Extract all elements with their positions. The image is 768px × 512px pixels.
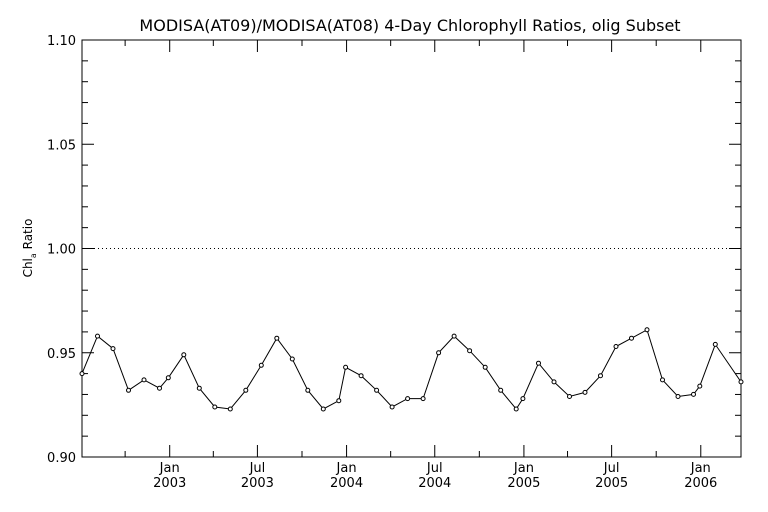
data-point <box>358 373 364 379</box>
data-point <box>343 364 349 370</box>
data-point <box>227 406 233 412</box>
data-point <box>582 389 588 395</box>
data-point <box>675 394 681 399</box>
data-point <box>567 394 572 399</box>
data-point <box>336 398 342 404</box>
data-point <box>243 387 249 393</box>
data-point <box>141 377 147 383</box>
data-point <box>498 387 504 393</box>
data-point <box>697 383 703 389</box>
data-point <box>660 377 665 383</box>
x-tick-year-label: 2003 <box>153 476 186 491</box>
data-point <box>274 335 280 341</box>
x-tick-year-label: 2005 <box>595 476 628 491</box>
data-point <box>451 333 457 339</box>
data-point <box>691 391 696 397</box>
x-tick-year-label: 2004 <box>418 476 451 491</box>
y-tick-label: 1.00 <box>47 243 76 258</box>
data-point <box>644 327 650 333</box>
data-point <box>165 375 171 381</box>
x-tick-month-label: Jul <box>249 461 266 476</box>
x-tick-month-label: Jan <box>159 461 180 476</box>
data-point <box>536 360 541 366</box>
y-axis-label: Chla Ratio <box>21 219 38 278</box>
y-tick-label: 1.10 <box>47 34 76 49</box>
data-point <box>598 373 603 379</box>
data-point <box>95 333 100 339</box>
data-point <box>520 396 526 402</box>
data-point <box>305 387 311 393</box>
x-tick-month-label: Jan <box>690 461 711 476</box>
x-tick-year-label: 2004 <box>330 476 363 491</box>
data-point <box>513 406 519 412</box>
data-point <box>157 385 162 391</box>
x-tick-month-label: Jul <box>426 461 443 476</box>
data-point <box>126 387 131 393</box>
data-point <box>181 352 187 358</box>
x-tick-year-label: 2006 <box>684 476 717 491</box>
data-point <box>551 379 557 385</box>
data-point <box>258 362 264 368</box>
series-line <box>81 329 742 410</box>
data-point <box>613 344 619 349</box>
data-point <box>436 350 442 356</box>
y-tick-label: 0.95 <box>47 347 76 362</box>
data-point <box>482 364 488 370</box>
data-point <box>389 404 395 410</box>
x-tick-month-label: Jan <box>336 461 357 476</box>
data-point <box>374 387 380 393</box>
data-point <box>79 371 85 377</box>
data-point <box>110 346 116 352</box>
x-tick-month-label: Jul <box>603 461 620 476</box>
data-point <box>467 348 473 354</box>
y-tick-label: 0.90 <box>47 451 76 466</box>
data-point <box>738 379 744 385</box>
x-tick-year-label: 2003 <box>241 476 274 491</box>
data-point <box>420 396 426 402</box>
data-point <box>320 406 326 412</box>
data-point <box>712 341 718 347</box>
data-point <box>196 385 202 391</box>
chart-title: MODISA(AT09)/MODISA(AT08) 4-Day Chloroph… <box>139 16 680 35</box>
x-tick-month-label: Jan <box>513 461 534 476</box>
data-point <box>212 404 218 410</box>
data-point <box>405 396 411 402</box>
x-tick-year-label: 2005 <box>507 476 540 491</box>
data-point <box>629 335 634 341</box>
data-point <box>289 356 295 362</box>
y-tick-label: 1.05 <box>47 138 76 153</box>
